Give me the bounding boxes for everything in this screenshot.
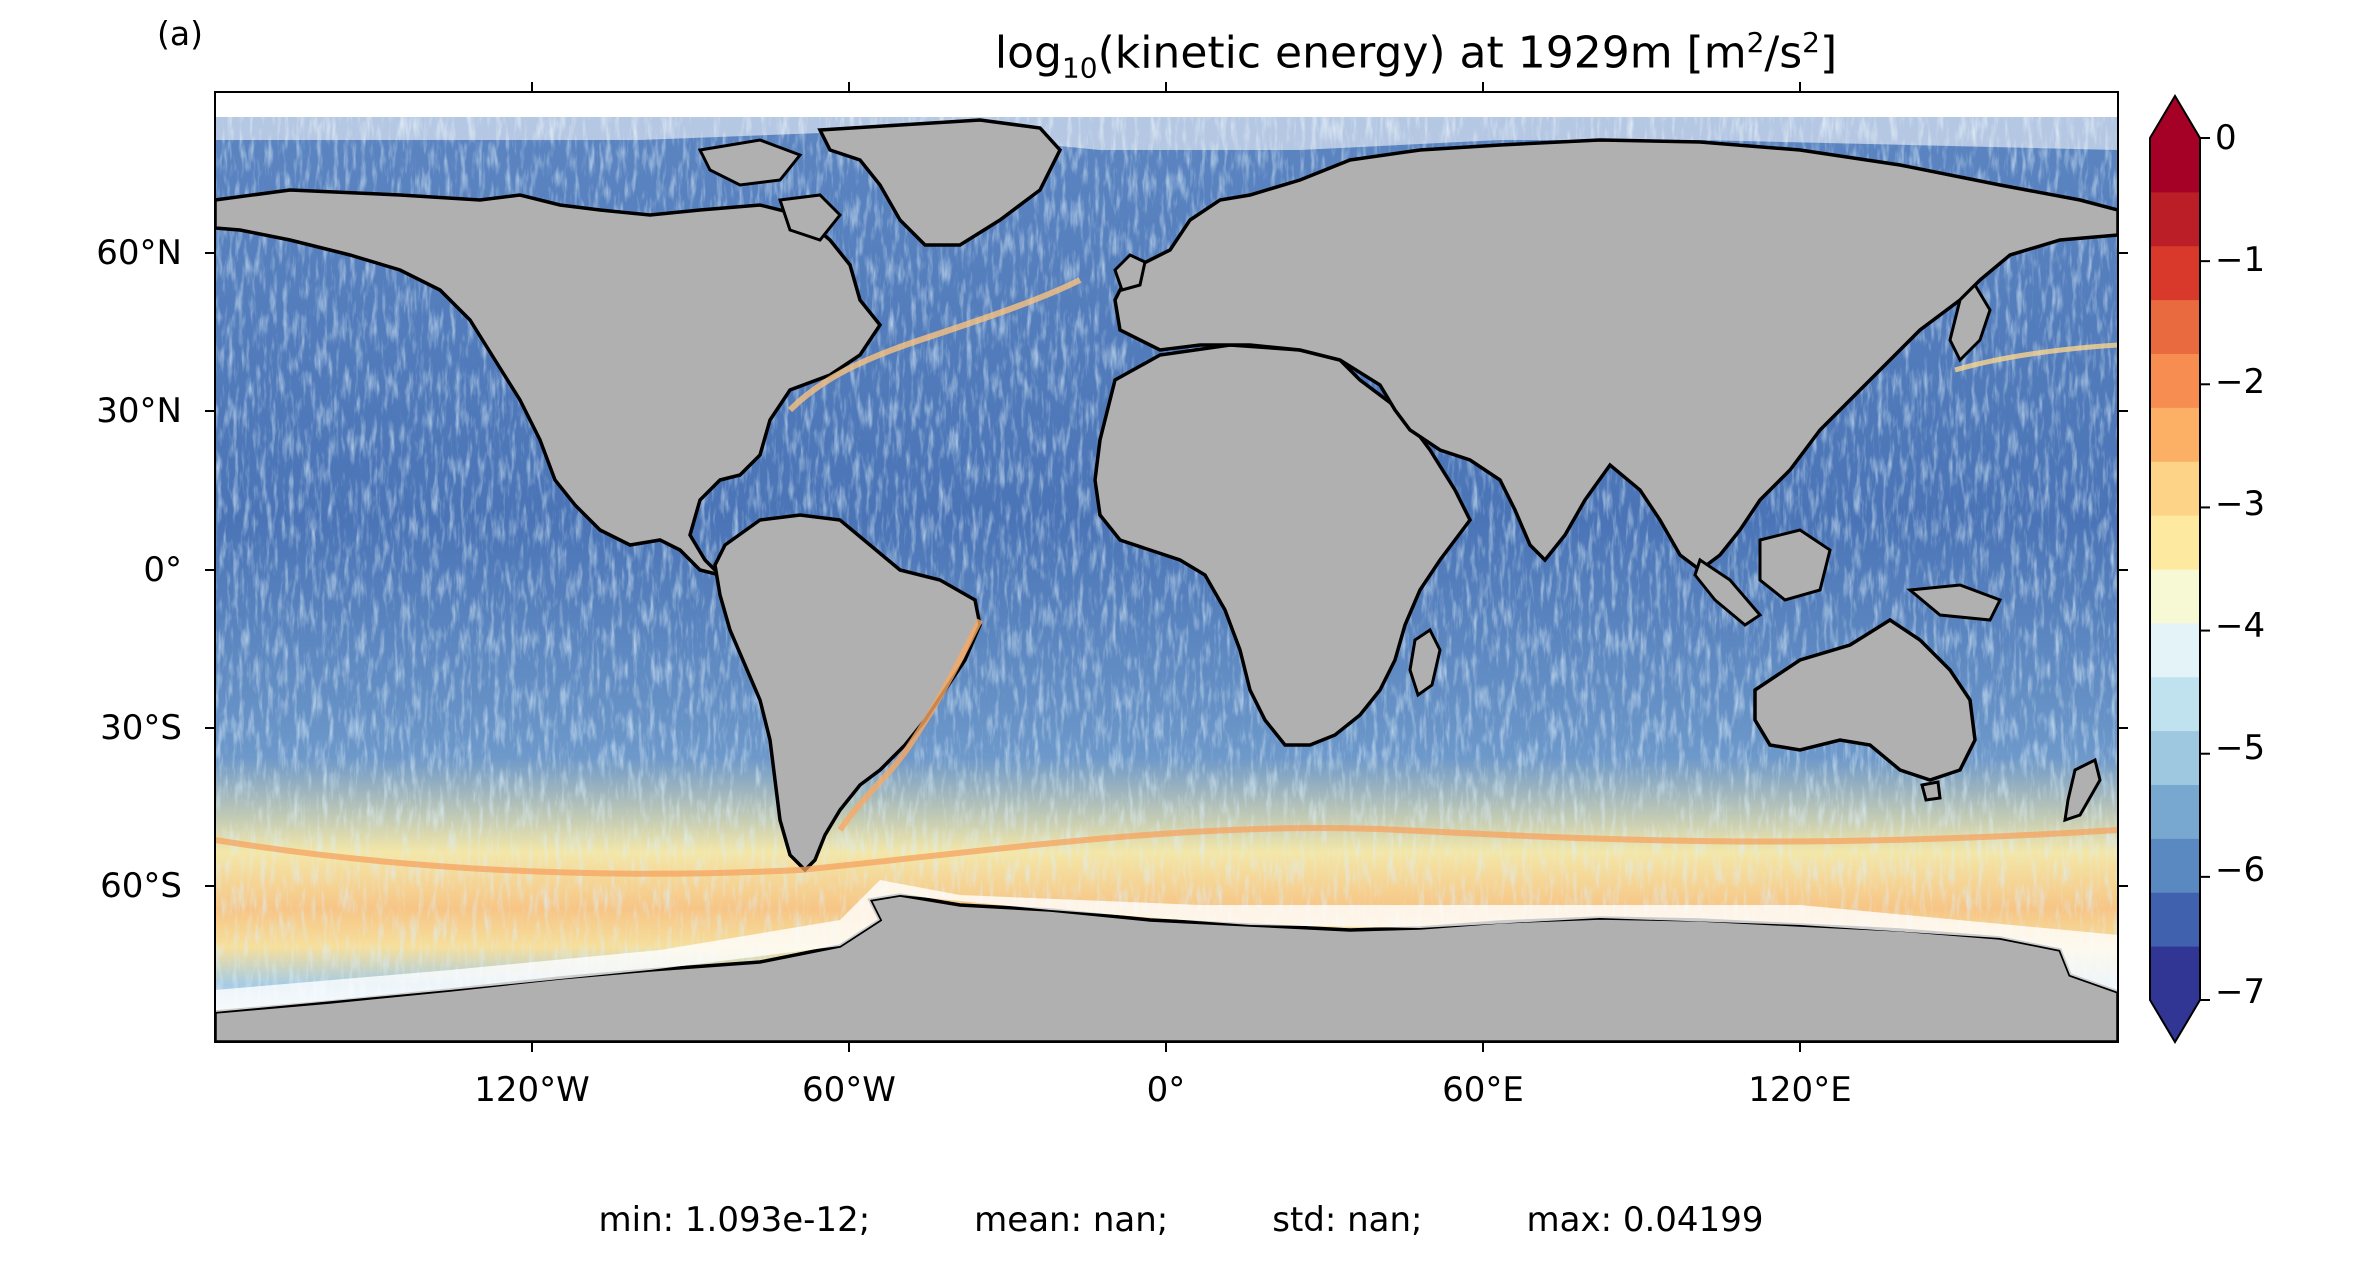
land-greenland — [817, 118, 1063, 247]
land-borneo — [1758, 528, 1832, 602]
brazil-current-streak — [837, 618, 983, 832]
land-new-guinea — [1906, 583, 2003, 622]
lat-label-30n: 30°N — [96, 391, 182, 431]
land-eurasia — [1113, 138, 2118, 573]
colorbar-segment — [2150, 569, 2200, 624]
colorbar-segment — [2150, 838, 2200, 893]
colorbar-extend-max — [2150, 96, 2200, 138]
lat-label-60n: 60°N — [96, 233, 182, 273]
colorbar-segment — [2150, 245, 2200, 301]
title-exp-2: 2 — [1802, 26, 1820, 59]
stat-min: min: 1.093e-12; — [598, 1200, 871, 1240]
lon-label-60w: 60°W — [802, 1070, 896, 1110]
colorbar-tick-0: 0 — [2215, 118, 2237, 158]
title-log-base: 10 — [1061, 51, 1098, 85]
colorbar — [2149, 94, 2210, 1044]
land-british-isles — [1113, 253, 1147, 292]
colorbar-segment — [2150, 299, 2200, 354]
colorbar-segment — [2150, 407, 2200, 462]
land-new-zealand — [2063, 757, 2102, 823]
panel-label: (a) — [157, 14, 203, 53]
stat-max: max: 0.04199 — [1526, 1200, 1764, 1240]
land-sumatra — [1693, 557, 1763, 627]
colorbar-segment — [2150, 138, 2200, 193]
land-australia — [1753, 617, 1977, 782]
title-middle: (kinetic energy) at 1929m [m — [1097, 27, 1747, 79]
lat-label-0: 0° — [143, 550, 182, 590]
land-north-america — [215, 188, 883, 579]
colorbar-segment — [2150, 892, 2200, 947]
lon-label-0: 0° — [1146, 1070, 1186, 1110]
stat-std: std: nan; — [1272, 1200, 1423, 1240]
land-japan — [1948, 282, 1992, 363]
title-prefix: log — [994, 27, 1062, 79]
colorbar-segment — [2150, 461, 2200, 516]
colorbar-tick-3: −3 — [2215, 484, 2266, 524]
land-arctic-islands — [697, 138, 803, 187]
land-south-america — [713, 513, 982, 873]
colorbar-segment — [2150, 730, 2200, 785]
land-africa — [1093, 343, 1473, 747]
colorbar-tick-2: −2 — [2215, 362, 2266, 402]
land-tasmania — [1920, 780, 1942, 802]
kuroshio-streak — [1954, 342, 2118, 373]
colorbar-segment — [2150, 191, 2200, 247]
colorbar-segment — [2150, 946, 2200, 1001]
lon-label-120e: 120°E — [1748, 1070, 1852, 1110]
colorbar-tick-6: −6 — [2215, 850, 2266, 890]
title-mid2: /s — [1764, 27, 1803, 79]
colorbar-segment — [2150, 784, 2200, 839]
title-suffix: ] — [1819, 27, 1838, 79]
acc-streak — [215, 825, 2118, 877]
arctic-ice-edge — [215, 117, 2118, 150]
lat-label-30s: 30°S — [100, 708, 182, 748]
lon-label-60e: 60°E — [1442, 1070, 1524, 1110]
stats-line: min: 1.093e-12; mean: nan; std: nan; max: 0… — [0, 1200, 2362, 1240]
colorbar-segment — [2150, 515, 2200, 570]
lon-tick-marks — [531, 82, 1801, 1052]
lat-tick-marks — [205, 252, 2128, 887]
colorbar-segment — [2150, 676, 2200, 732]
colorbar-extend-min — [2150, 1000, 2200, 1042]
land-baffin — [777, 193, 843, 242]
arctic-no-data — [215, 92, 2118, 117]
colorbar-segment — [2150, 353, 2200, 408]
colorbar-segment — [2150, 622, 2200, 678]
colorbar-tick-5: −5 — [2215, 728, 2266, 768]
map-area — [215, 92, 2118, 1042]
stat-mean: mean: nan; — [974, 1200, 1169, 1240]
colorbar-tick-1: −1 — [2215, 240, 2266, 280]
map-title: log10(kinetic energy) at 1929m [m2/s2] — [0, 26, 2362, 84]
colorbar-tick-4: −4 — [2215, 606, 2266, 646]
gulf-stream-streak — [787, 277, 1082, 413]
colorbar-tick-7: −7 — [2215, 972, 2266, 1012]
lon-label-120w: 120°W — [474, 1070, 590, 1110]
lat-label-60s: 60°S — [100, 866, 182, 906]
title-exp-1: 2 — [1746, 26, 1765, 59]
antarctic-white-rim — [215, 880, 2118, 1012]
land-madagascar — [1408, 627, 1442, 698]
